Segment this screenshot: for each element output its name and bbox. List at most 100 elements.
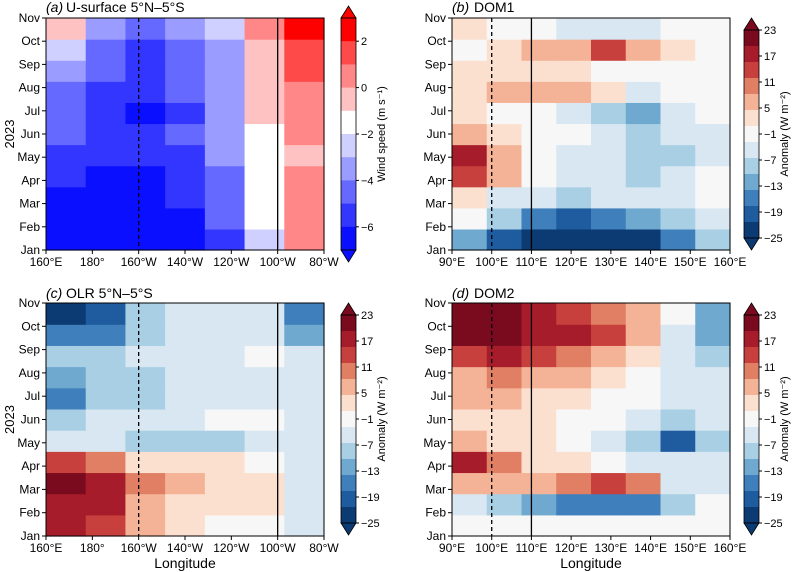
heatmap-cell — [244, 430, 285, 452]
heatmap-cell — [452, 228, 488, 251]
heatmap-cell — [452, 186, 488, 209]
x-tick-label: 140°E — [634, 255, 667, 269]
heatmap-cell — [452, 207, 488, 230]
heatmap-cell — [284, 493, 325, 516]
heatmap-cell — [46, 514, 87, 537]
y-tick-label: Jun — [21, 127, 40, 141]
x-tick-label: 100°E — [475, 541, 508, 555]
heatmap-cell — [695, 387, 731, 410]
heatmap-cell — [625, 514, 662, 537]
heatmap-cell — [125, 451, 166, 474]
heatmap-cell — [452, 514, 488, 537]
heatmap-cell — [556, 186, 592, 209]
heatmap-cell — [284, 408, 325, 431]
heatmap-cell — [486, 228, 523, 251]
panel-d: (d) DOM2 90°E 100°E 110°E 120°E 130°E 140°E 15… — [423, 285, 791, 571]
panel-c: (c) OLR 5°N–5°S 160°E 180° 160°W 140°W 120°W… — [2, 285, 388, 571]
colorbar-tick-label: −19 — [764, 207, 783, 219]
heatmap-cell — [85, 472, 127, 495]
heatmap-cell — [591, 39, 627, 61]
heatmap-cell — [591, 493, 627, 516]
colorbar-tick-label: −7 — [764, 440, 777, 452]
colorbar-tick-label: −1 — [361, 414, 374, 426]
x-tick-label: 160°E — [714, 541, 747, 555]
heatmap-cell — [556, 408, 592, 431]
heatmap-cell — [284, 60, 325, 82]
heatmap-cell — [660, 430, 696, 452]
y-tick-label: Feb — [19, 220, 40, 234]
heatmap-cell — [46, 430, 87, 452]
heatmap-cell — [486, 387, 523, 410]
panel-title: DOM2 — [474, 285, 515, 301]
x-tick-label: 180° — [80, 541, 105, 555]
heatmap-cell — [521, 408, 557, 431]
colorbar-label: Anomaly (W m⁻²) — [376, 376, 388, 461]
colorbar-swatch — [744, 347, 759, 364]
x-tick-label: 100°W — [260, 255, 297, 269]
colorbar-swatch — [341, 203, 356, 228]
heatmap-cell — [46, 451, 87, 474]
heatmap-cell — [486, 366, 523, 389]
heatmap-cell — [284, 186, 325, 209]
colorbar-swatch — [744, 475, 759, 492]
heatmap-cell — [452, 39, 488, 61]
heatmap-cell — [486, 60, 523, 82]
heatmap-cell — [165, 186, 206, 209]
heatmap-cell — [125, 345, 166, 368]
heatmap-cell — [660, 408, 696, 431]
y-tick-label: Apr — [21, 173, 40, 187]
heatmap-cell — [625, 60, 662, 82]
colorbar-tick-label: −13 — [764, 466, 783, 478]
x-tick-label: 110°E — [515, 541, 547, 555]
heatmap-cell — [660, 366, 696, 389]
colorbar-label: Anomaly (W m⁻²) — [779, 91, 791, 176]
y-tick-label: Mar — [19, 482, 40, 496]
heatmap-cell — [521, 366, 557, 389]
colorbar-swatch — [341, 475, 356, 492]
heatmap-cell — [244, 408, 285, 431]
heatmap-cell — [625, 387, 662, 410]
heatmap-cell — [85, 387, 127, 410]
heatmap-cell — [695, 408, 731, 431]
x-tick-label: 150°E — [674, 541, 707, 555]
colorbar-swatch — [744, 331, 759, 348]
x-tick-label: 100°E — [475, 255, 508, 269]
heatmap-cells — [452, 18, 731, 251]
colorbar-swatch — [744, 46, 759, 63]
heatmap-cell — [284, 165, 325, 188]
y-axis-label: 2023 — [2, 405, 17, 434]
heatmap-cell — [625, 345, 662, 368]
heatmap-cell — [85, 228, 127, 251]
heatmap-cell — [204, 165, 246, 188]
heatmap-cell — [486, 207, 523, 230]
colorbar-tick-label: 0 — [361, 83, 367, 95]
panel-title: U-surface 5°N–5°S — [66, 0, 185, 15]
heatmap-cell — [695, 186, 731, 209]
heatmap-cell — [486, 81, 523, 103]
heatmap-cell — [244, 207, 285, 230]
heatmap-cell — [556, 324, 592, 346]
heatmap-cell — [452, 81, 488, 103]
heatmap-cell — [46, 324, 87, 346]
heatmap-cell — [46, 18, 87, 40]
heatmap-cell — [591, 60, 627, 82]
heatmap-cell — [591, 102, 627, 125]
colorbar-swatch — [341, 427, 356, 444]
colorbar-label: Anomaly (W m⁻²) — [779, 376, 791, 461]
heatmap-cell — [204, 186, 246, 209]
heatmap-cell — [521, 345, 557, 368]
colorbar: 2 0 −2 −4 −6 Wind speed (m s⁻¹) — [340, 5, 388, 263]
x-tick-label: 160°W — [121, 541, 158, 555]
heatmap-cell — [625, 303, 662, 325]
x-tick-label: 120°W — [213, 541, 250, 555]
heatmap-cell — [591, 18, 627, 40]
heatmap-cell — [284, 39, 325, 61]
heatmap-cell — [85, 165, 127, 188]
colorbar-tick-label: −13 — [764, 181, 783, 193]
heatmap-cell — [244, 366, 285, 389]
heatmap-cell — [625, 207, 662, 230]
colorbar-extend-max — [743, 17, 760, 31]
heatmap-cell — [165, 144, 206, 167]
heatmap-cell — [591, 228, 627, 251]
